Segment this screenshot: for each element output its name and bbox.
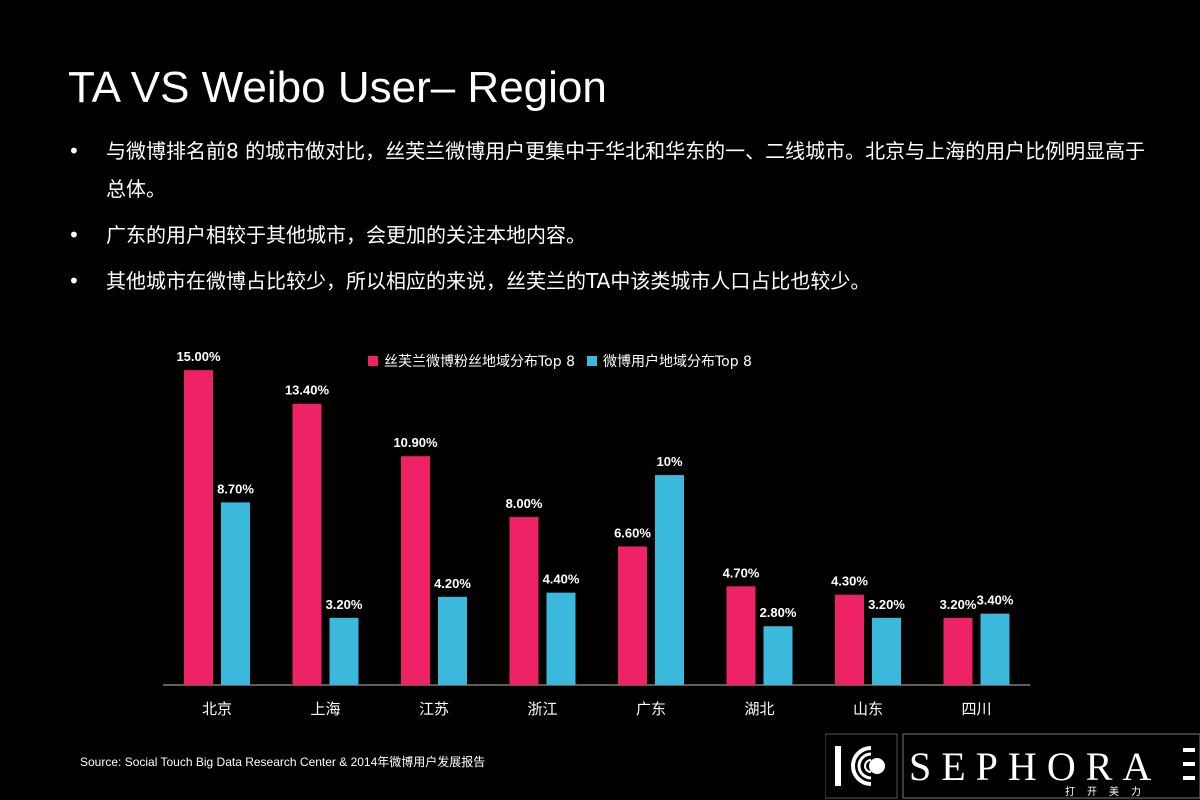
bullet-item: • 与微博排名前8 的城市做对比，丝芙兰微博用户更集中于华北和华东的一、二线城市… (66, 132, 1146, 208)
bullet-marker: • (68, 269, 80, 293)
data-label: 4.40% (543, 572, 580, 587)
brand-logo: SEPHORA 打开美力 (824, 732, 1200, 800)
bullet-item: • 广东的用户相较于其他城市，会更加的关注本地内容。 (66, 216, 1146, 254)
bar-sephora (835, 594, 864, 685)
legend-label: 丝芙兰微博粉丝地域分布Top 8 (384, 354, 575, 370)
source-note: Source: Social Touch Big Data Research C… (80, 755, 486, 769)
category-tick-label: 上海 (310, 700, 340, 718)
category-tick-label: 江苏 (419, 700, 449, 718)
data-label: 10% (656, 454, 682, 469)
bar-weibo (872, 617, 901, 685)
chart-legend: 丝芙兰微博粉丝地域分布Top 8 微博用户地域分布Top 8 (368, 351, 752, 371)
bar-weibo (438, 596, 467, 685)
bar-sephora (726, 586, 756, 685)
bullet-item: • 其他城市在微博占比较少，所以相应的来说，丝芙兰的TA中该类城市人口占比也较少… (66, 262, 1146, 300)
bar-sephora (618, 546, 647, 685)
data-label: 13.40% (285, 383, 330, 398)
bullet-marker: • (68, 139, 80, 163)
sephora-logo: SEPHORA 打开美力 (902, 733, 1200, 799)
category-tick-label: 山东 (853, 700, 883, 718)
sephora-tagline: 打开美力 (1065, 785, 1153, 798)
bar-weibo (546, 592, 576, 685)
bar-sephora (943, 617, 973, 685)
data-label: 6.60% (614, 525, 651, 540)
bar-sephora (509, 517, 539, 685)
slide-title: TA VS Weibo User– Region (68, 63, 607, 112)
data-label: 8.70% (217, 481, 254, 496)
bar-weibo (655, 475, 684, 685)
bar-weibo (980, 613, 1010, 685)
category-tick-label: 北京 (202, 700, 232, 718)
data-label: 2.80% (760, 605, 797, 620)
data-label: 8.00% (506, 496, 543, 511)
data-label: 15.00% (176, 349, 221, 364)
bullet-list: • 与微博排名前8 的城市做对比，丝芙兰微博用户更集中于华北和华东的一、二线城市… (66, 132, 1146, 308)
category-tick-label: 浙江 (527, 700, 557, 718)
bullet-marker: • (68, 223, 80, 247)
sephora-wordmark: SEPHORA (909, 744, 1161, 789)
data-label: 10.90% (393, 435, 438, 450)
data-label: 4.20% (434, 576, 471, 591)
data-label: 3.20% (868, 597, 905, 612)
legend-swatch (586, 356, 597, 366)
data-label: 4.30% (831, 574, 868, 589)
legend-item: 丝芙兰微博粉丝地域分布Top 8 (368, 351, 575, 371)
bar-weibo (329, 617, 359, 685)
bar-weibo (221, 502, 250, 685)
category-tick-label: 湖北 (744, 700, 774, 718)
bar-sephora (184, 370, 213, 685)
legend-swatch (368, 356, 378, 366)
bar-sephora (401, 456, 430, 685)
data-label: 3.40% (977, 593, 1014, 608)
category-tick-label: 广东 (636, 700, 666, 718)
data-label: 3.20% (940, 597, 977, 612)
bullet-text: 与微博排名前8 的城市做对比，丝芙兰微博用户更集中于华北和华东的一、二线城市。北… (106, 139, 1146, 201)
icc-logo-mark (824, 733, 898, 799)
data-label: 3.20% (326, 597, 363, 612)
category-tick-label: 四川 (961, 700, 991, 718)
legend-item: 微博用户地域分布Top 8 (586, 351, 752, 371)
bullet-text: 广东的用户相较于其他城市，会更加的关注本地内容。 (106, 223, 586, 247)
bar-sephora (292, 403, 322, 685)
bar-weibo (763, 626, 793, 685)
legend-label: 微博用户地域分布Top 8 (602, 354, 752, 370)
data-label: 4.70% (723, 565, 760, 580)
bullet-text: 其他城市在微博占比较少，所以相应的来说，丝芙兰的TA中该类城市人口占比也较少。 (106, 269, 871, 293)
